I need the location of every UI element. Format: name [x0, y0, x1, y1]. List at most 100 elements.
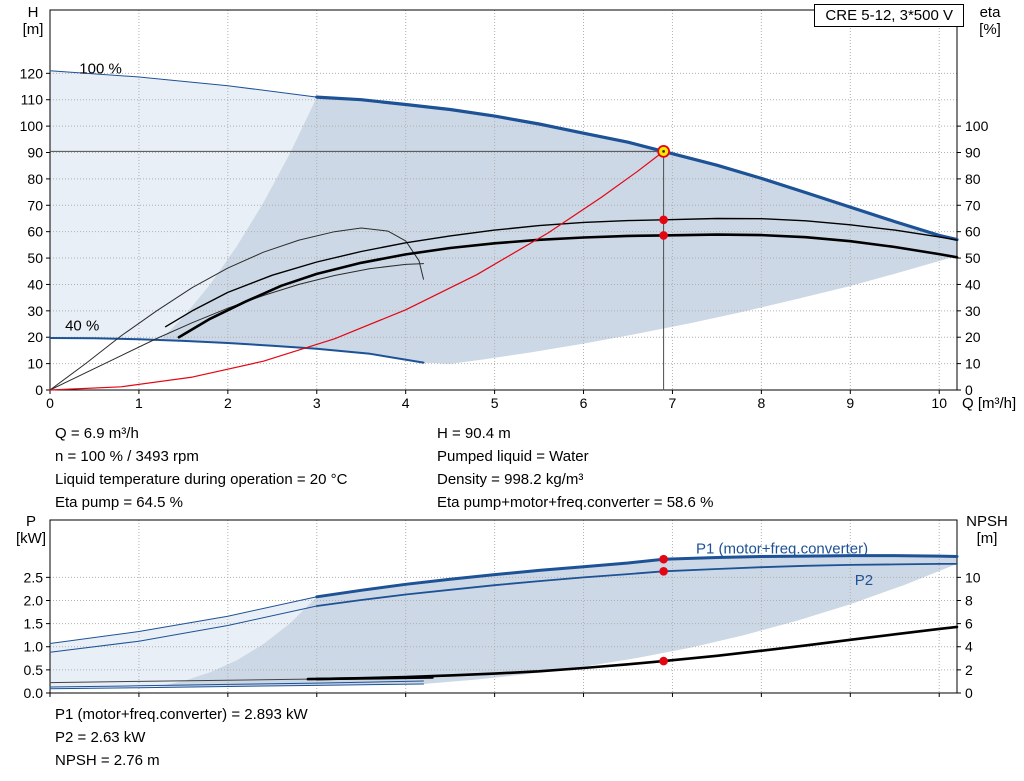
left-tick-label: 0.0 — [24, 685, 44, 701]
right-tick-label: 50 — [965, 250, 981, 266]
info-pumped-liquid: Pumped liquid = Water — [437, 448, 589, 465]
info-p1: P1 (motor+freq.converter) = 2.893 kW — [55, 706, 308, 723]
left-tick-label: 30 — [27, 303, 43, 319]
x-tick-label: 3 — [313, 395, 321, 411]
right-tick-label: 90 — [965, 145, 981, 161]
info-head: H = 90.4 m — [437, 425, 511, 442]
x-tick-label: 10 — [931, 395, 947, 411]
pump-curve-100pct-extension — [49, 70, 318, 98]
right-tick-label: 20 — [965, 329, 981, 345]
pump-curve-100pct — [315, 95, 959, 242]
speed-40-label: 40 % — [65, 318, 99, 335]
left-tick-label: 70 — [27, 197, 43, 213]
right-tick-label: 2 — [965, 662, 973, 678]
left-tick-label: 20 — [27, 329, 43, 345]
plot-border — [49, 519, 958, 694]
duty-info-right: H = 90.4 m Pumped liquid = Water Density… — [437, 422, 713, 514]
info-density: Density = 998.2 kg/m³ — [437, 471, 584, 488]
x-tick-label: 4 — [402, 395, 410, 411]
x-tick-label: 5 — [491, 395, 499, 411]
right-tick-label: 0 — [965, 685, 973, 701]
right-tick-label: 4 — [965, 639, 973, 655]
eta-total-curve — [177, 233, 959, 339]
p2-curve-label: P2 — [855, 572, 873, 589]
eta-reduced-speed-arc-1 — [49, 227, 424, 391]
x-tick-label: 1 — [135, 395, 143, 411]
p1-curve-label: P1 (motor+freq.converter) — [696, 540, 868, 557]
left-tick-label: 60 — [27, 224, 43, 240]
left-tick-label: 120 — [20, 65, 44, 81]
power-axis-label: P [kW] — [10, 513, 52, 547]
left-tick-label: 1.5 — [24, 616, 44, 632]
envelope-light — [50, 596, 317, 689]
left-tick-label: 80 — [27, 171, 43, 187]
power-axis-symbol: P — [25, 513, 36, 530]
system-curve — [49, 150, 665, 391]
envelope-dark — [156, 555, 957, 687]
info-p2: P2 = 2.63 kW — [55, 729, 146, 746]
p1-point[interactable] — [659, 554, 668, 564]
x-tick-label: 2 — [224, 395, 232, 411]
right-tick-label: 8 — [965, 592, 973, 608]
left-tick-label: 50 — [27, 250, 43, 266]
p2-point[interactable] — [659, 567, 668, 576]
left-tick-label: 0.5 — [24, 662, 44, 678]
p1-curve — [315, 554, 959, 599]
left-tick-label: 1.0 — [24, 639, 44, 655]
head-axis-unit: [m] — [22, 21, 44, 38]
info-flow: Q = 6.9 m³/h — [55, 425, 139, 442]
left-tick-label: 0 — [35, 382, 43, 398]
npsh-axis-symbol: NPSH — [966, 513, 1008, 530]
pump-curve-min-speed — [49, 337, 425, 364]
info-liquid-temperature: Liquid temperature during operation = 20… — [55, 471, 348, 488]
left-tick-label: 10 — [27, 356, 43, 372]
x-tick-label: 9 — [846, 395, 854, 411]
left-tick-label: 2.0 — [24, 592, 44, 608]
right-tick-label: 10 — [965, 569, 981, 585]
speed-100-label: 100 % — [79, 60, 122, 77]
left-tick-label: 100 — [20, 118, 44, 134]
npsh-point[interactable] — [659, 656, 668, 666]
npsh-curve — [315, 625, 959, 681]
eta-axis-label: eta [%] — [969, 4, 1011, 38]
left-tick-label: 2.5 — [24, 569, 44, 585]
hq-chart-canvas[interactable]: 0102030405060708090100110120010203040506… — [0, 0, 1024, 420]
right-tick-label: 30 — [965, 303, 981, 319]
right-tick-label: 60 — [965, 224, 981, 240]
npsh-curve-extension — [49, 678, 309, 684]
x-tick-label: 6 — [580, 395, 588, 411]
npsh-axis-label: NPSH [m] — [960, 513, 1014, 547]
x-tick-label: 8 — [757, 395, 765, 411]
eta-axis-symbol: eta — [979, 4, 1001, 21]
envelope-dark — [161, 97, 957, 364]
power-npsh-chart-canvas[interactable]: 0.0 0.5 1.0 1.5 2.0 2.5 0 2 4 6 8 10 P1 (motor+freq.… — [0, 510, 1024, 702]
x-tick-label: 7 — [669, 395, 677, 411]
duty-point-center[interactable] — [662, 150, 665, 153]
left-tick-label: 40 — [27, 276, 43, 292]
eta-axis-unit: [%] — [979, 21, 1001, 38]
right-tick-label: 10 — [965, 356, 981, 372]
left-tick-label: 90 — [27, 145, 43, 161]
p1-curve-extension — [49, 596, 318, 644]
x-tick-label: 0 — [46, 395, 54, 411]
left-tick-label: 110 — [21, 92, 44, 108]
pump-model-badge: CRE 5-12, 3*500 V — [814, 4, 964, 27]
info-eta-total: Eta pump+motor+freq.converter = 58.6 % — [437, 494, 714, 511]
head-axis-label: H [m] — [16, 4, 50, 38]
right-tick-label: 6 — [965, 616, 973, 632]
p2-curve-extension — [49, 605, 318, 653]
head-axis-symbol: H — [27, 4, 39, 21]
p-min-speed-line-1 — [49, 683, 424, 690]
right-tick-label: 100 — [965, 118, 989, 134]
x-axis-unit-label: Q [m³/h] — [962, 395, 1016, 412]
info-eta-pump: Eta pump = 64.5 % — [55, 494, 183, 511]
right-tick-label: 40 — [965, 276, 981, 292]
p-min-speed-line-2 — [49, 680, 424, 688]
right-tick-label: 70 — [965, 197, 981, 213]
eta-total-point[interactable] — [659, 231, 668, 240]
power-axis-unit: [kW] — [16, 530, 46, 547]
info-npsh: NPSH = 2.76 m — [55, 752, 160, 769]
envelope-light — [50, 70, 317, 340]
eta-pump-point[interactable] — [659, 215, 668, 225]
